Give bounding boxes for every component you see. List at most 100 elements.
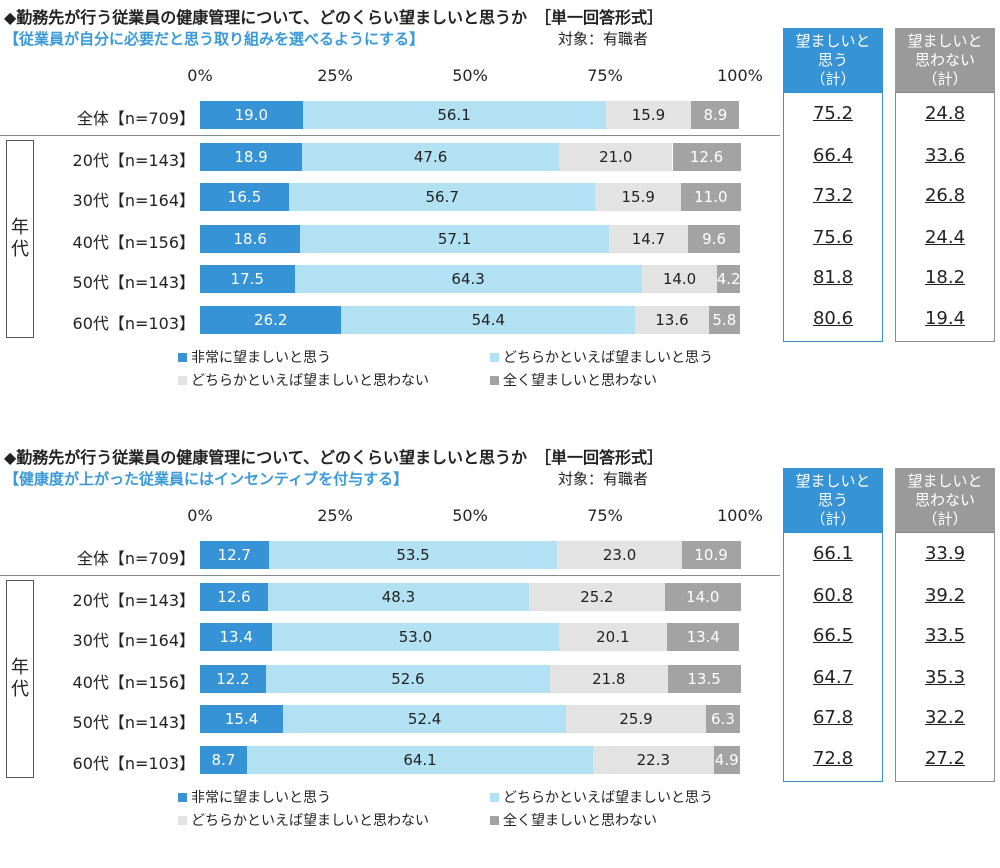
summary-undesirable-value: 32.2 (924, 707, 966, 728)
chart-subtitle: 【従業員が自分に必要だと思う取り組みを選べるようにする】 (4, 30, 425, 48)
category-label: 全体【n=709】 (76, 549, 195, 568)
x-tick-label: 50% (452, 66, 488, 85)
legend-label: 非常に望ましいと思う (191, 350, 331, 366)
summary-undesirable-value: 18.2 (924, 267, 966, 288)
age-group-label: 年代 (6, 140, 34, 338)
stacked-bar: 17.5 64.3 14.0 4.2 (200, 265, 741, 293)
bar-segment: 54.4 (341, 306, 636, 334)
stacked-bar: 18.9 47.6 21.0 12.6 (200, 143, 741, 171)
category-label: 20代【n=143】 (72, 591, 195, 610)
chart-panel-2: ◆勤務先が行う従業員の健康管理について、どのくらい望ましいと思うか ［単一回答形… (0, 440, 1000, 868)
bar-segment: 64.1 (246, 746, 594, 774)
total-separator (0, 135, 780, 136)
summary-desirable-value: 66.4 (812, 145, 854, 166)
stacked-bar: 12.7 53.5 23.0 10.9 (200, 541, 741, 569)
legend-label: 全く望ましいと思わない (503, 373, 657, 389)
bar-segment: 15.4 (200, 705, 284, 733)
chart-title: ◆勤務先が行う従業員の健康管理について、どのくらい望ましいと思うか ［単一回答形… (4, 8, 664, 27)
category-label: 60代【n=103】 (72, 754, 195, 773)
summary-undesirable-value: 19.4 (924, 308, 966, 329)
summary-undesirable-value: 24.4 (924, 227, 966, 248)
bar-segment: 6.3 (705, 705, 740, 733)
bar-segment: 26.2 (200, 306, 342, 334)
bar-segment: 16.5 (200, 183, 290, 211)
x-tick-label: 0% (187, 66, 213, 85)
bar-segment: 8.7 (200, 746, 247, 774)
summary-desirable-value: 81.8 (812, 267, 854, 288)
bar-segment: 48.3 (268, 583, 529, 611)
legend-swatch (490, 352, 499, 362)
stacked-bar: 12.2 52.6 21.8 13.5 (200, 665, 741, 693)
total-separator (0, 575, 780, 576)
bar-segment: 14.0 (664, 583, 741, 611)
bar-segment: 52.6 (265, 665, 550, 693)
legend-entry: どちらかといえば望ましいと思わない (178, 370, 429, 390)
bar-segment: 14.7 (608, 225, 689, 253)
x-tick-label: 25% (317, 506, 353, 525)
legend-swatch (178, 375, 187, 385)
category-label: 40代【n=156】 (72, 233, 195, 252)
chart-subtitle: 【健康度が上がった従業員にはインセンティブを付与する】 (4, 470, 409, 488)
bar-segment: 56.7 (289, 183, 596, 211)
summary-header-undesirable: 望ましいと 思わない （計） (895, 28, 995, 92)
bar-segment: 11.0 (681, 183, 741, 211)
bar-segment: 25.2 (528, 583, 665, 611)
x-tick-label: 0% (187, 506, 213, 525)
bar-segment: 4.9 (713, 746, 740, 774)
summary-box-desirable (783, 92, 883, 342)
target-audience: 対象：有職者 (558, 470, 649, 488)
legend-label: どちらかといえば望ましいと思わない (191, 813, 429, 829)
bar-segment: 5.8 (708, 306, 740, 334)
legend-entry: 全く望ましいと思わない (490, 370, 657, 390)
legend-swatch (490, 375, 499, 385)
bar-segment: 13.6 (635, 306, 709, 334)
age-group-char: 代 (11, 239, 29, 260)
category-label: 60代【n=103】 (72, 314, 195, 333)
legend-entry: 非常に望ましいと思う (178, 347, 331, 367)
bar-segment: 21.0 (559, 143, 673, 171)
bar-segment: 18.6 (200, 225, 301, 253)
category-label: 50代【n=143】 (72, 273, 195, 292)
bar-segment: 12.6 (200, 583, 269, 611)
stacked-bar: 19.0 56.1 15.9 8.9 (200, 101, 740, 129)
bar-segment: 15.9 (605, 101, 692, 129)
summary-undesirable-value: 33.9 (924, 543, 966, 564)
bar-segment: 20.1 (558, 623, 668, 651)
legend-entry: どちらかといえば望ましいと思わない (178, 810, 429, 830)
summary-desirable-value: 75.2 (812, 103, 854, 124)
summary-desirable-value: 66.1 (812, 543, 854, 564)
legend-swatch (178, 792, 187, 802)
x-tick-label: 100% (717, 506, 763, 525)
bar-segment: 23.0 (557, 541, 682, 569)
bar-segment: 15.9 (595, 183, 682, 211)
stacked-bar: 18.6 57.1 14.7 9.6 (200, 225, 740, 253)
bar-segment: 21.8 (549, 665, 668, 693)
summary-box-desirable (783, 532, 883, 782)
chart-title: ◆勤務先が行う従業員の健康管理について、どのくらい望ましいと思うか ［単一回答形… (4, 448, 664, 467)
bar-segment: 13.5 (667, 665, 741, 693)
legend-entry: 非常に望ましいと思う (178, 787, 331, 807)
age-group-label: 年代 (6, 580, 34, 778)
summary-undesirable-value: 24.8 (924, 103, 966, 124)
legend-entry: どちらかといえば望ましいと思う (490, 347, 713, 367)
age-group-char: 年 (11, 217, 29, 238)
stacked-bar: 8.7 64.1 22.3 4.9 (200, 746, 740, 774)
bar-segment: 53.0 (272, 623, 559, 651)
age-group-char: 代 (11, 679, 29, 700)
legend-label: どちらかといえば望ましいと思わない (191, 373, 429, 389)
bar-segment: 47.6 (302, 143, 560, 171)
bar-segment: 14.0 (641, 265, 718, 293)
stacked-bar: 26.2 54.4 13.6 5.8 (200, 306, 740, 334)
summary-undesirable-value: 35.3 (924, 667, 966, 688)
bar-segment: 12.7 (200, 541, 269, 569)
summary-undesirable-value: 33.5 (924, 625, 966, 646)
legend-label: 全く望ましいと思わない (503, 813, 657, 829)
bar-segment: 12.2 (200, 665, 266, 693)
legend-swatch (178, 352, 187, 362)
summary-desirable-value: 72.8 (812, 748, 854, 769)
category-label: 20代【n=143】 (72, 151, 195, 170)
summary-desirable-value: 67.8 (812, 707, 854, 728)
bar-segment: 18.9 (200, 143, 303, 171)
legend-label: どちらかといえば望ましいと思う (503, 350, 713, 366)
summary-undesirable-value: 33.6 (924, 145, 966, 166)
